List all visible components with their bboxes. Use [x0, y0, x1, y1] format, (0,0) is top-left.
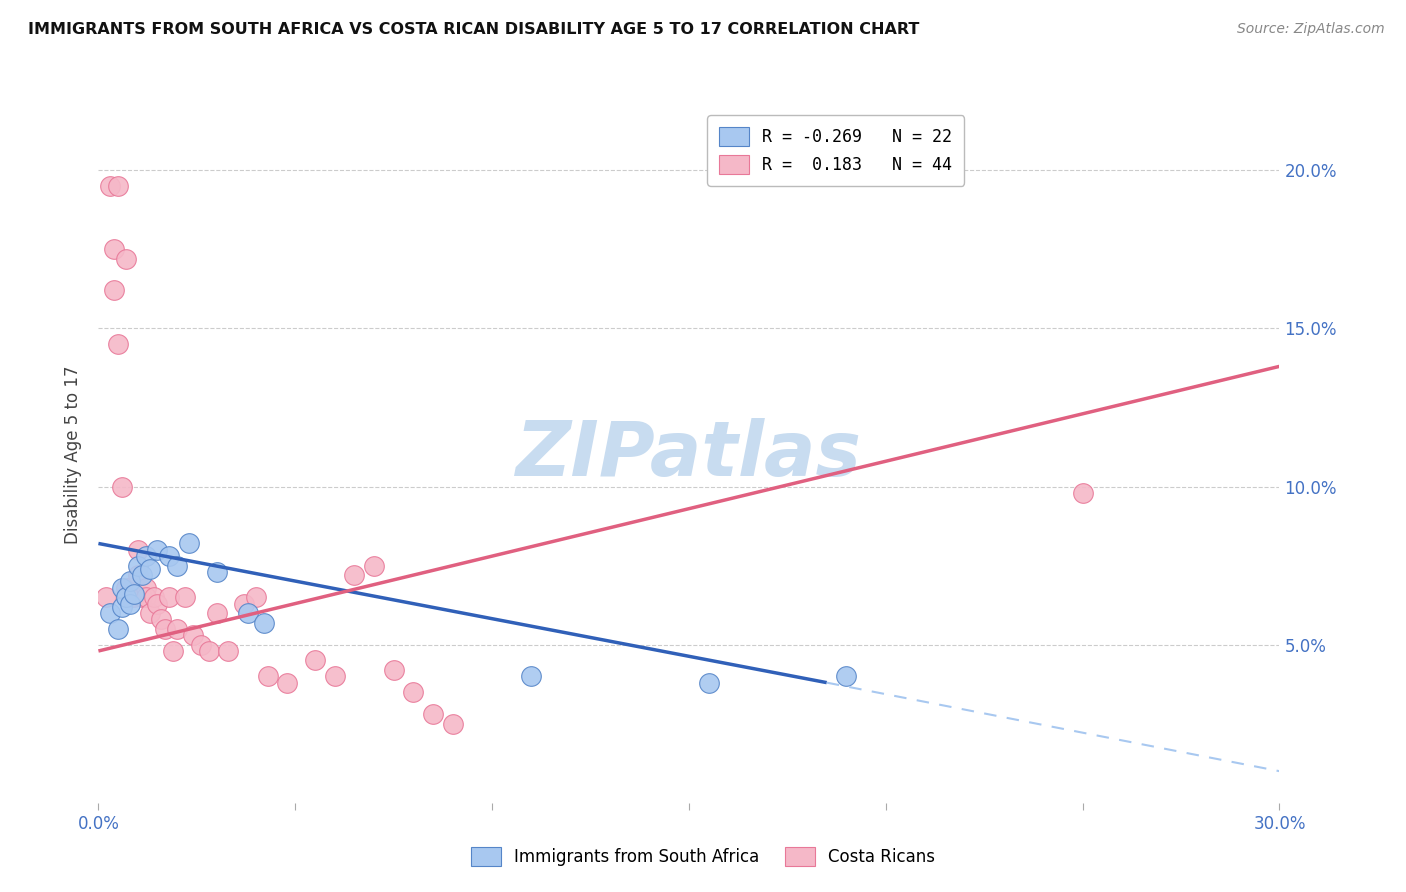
Point	[181, 628, 204, 642]
Point	[422, 707, 444, 722]
Point	[111, 479, 134, 493]
Point	[697, 675, 720, 690]
Point	[174, 591, 197, 605]
Point	[111, 581, 134, 595]
Point	[150, 612, 173, 626]
Point	[135, 591, 157, 605]
Point	[256, 669, 278, 683]
Point	[96, 591, 118, 605]
Point	[118, 581, 141, 595]
Point	[138, 606, 160, 620]
Point	[304, 653, 326, 667]
Point	[1071, 486, 1094, 500]
Point	[166, 622, 188, 636]
Point	[138, 562, 160, 576]
Point	[107, 622, 129, 636]
Point	[111, 599, 134, 614]
Point	[127, 568, 149, 582]
Point	[127, 542, 149, 557]
Point	[155, 622, 177, 636]
Point	[276, 675, 298, 690]
Legend: Immigrants from South Africa, Costa Ricans: Immigrants from South Africa, Costa Rica…	[463, 838, 943, 875]
Point	[236, 606, 259, 620]
Point	[122, 587, 145, 601]
Point	[205, 565, 228, 579]
Point	[122, 591, 145, 605]
Point	[205, 606, 228, 620]
Point	[98, 179, 121, 194]
Point	[115, 252, 138, 266]
Text: Source: ZipAtlas.com: Source: ZipAtlas.com	[1237, 22, 1385, 37]
Point	[197, 644, 219, 658]
Point	[162, 644, 184, 658]
Point	[135, 581, 157, 595]
Point	[382, 663, 405, 677]
Point	[157, 591, 180, 605]
Point	[131, 591, 153, 605]
Point	[115, 581, 138, 595]
Point	[402, 685, 425, 699]
Point	[98, 606, 121, 620]
Point	[115, 591, 138, 605]
Point	[131, 568, 153, 582]
Point	[157, 549, 180, 563]
Point	[107, 337, 129, 351]
Point	[135, 549, 157, 563]
Point	[190, 638, 212, 652]
Legend: R = -0.269   N = 22, R =  0.183   N = 44: R = -0.269 N = 22, R = 0.183 N = 44	[707, 115, 965, 186]
Point	[107, 179, 129, 194]
Point	[363, 558, 385, 573]
Point	[103, 284, 125, 298]
Point	[245, 591, 267, 605]
Point	[323, 669, 346, 683]
Point	[343, 568, 366, 582]
Point	[520, 669, 543, 683]
Y-axis label: Disability Age 5 to 17: Disability Age 5 to 17	[65, 366, 83, 544]
Point	[253, 615, 276, 630]
Point	[118, 591, 141, 605]
Point	[233, 597, 256, 611]
Point	[127, 558, 149, 573]
Point	[118, 574, 141, 589]
Point	[441, 716, 464, 731]
Point	[146, 542, 169, 557]
Point	[142, 591, 165, 605]
Point	[146, 597, 169, 611]
Point	[118, 597, 141, 611]
Text: ZIPatlas: ZIPatlas	[516, 418, 862, 491]
Text: IMMIGRANTS FROM SOUTH AFRICA VS COSTA RICAN DISABILITY AGE 5 TO 17 CORRELATION C: IMMIGRANTS FROM SOUTH AFRICA VS COSTA RI…	[28, 22, 920, 37]
Point	[177, 536, 200, 550]
Point	[835, 669, 858, 683]
Point	[103, 243, 125, 257]
Point	[217, 644, 239, 658]
Point	[166, 558, 188, 573]
